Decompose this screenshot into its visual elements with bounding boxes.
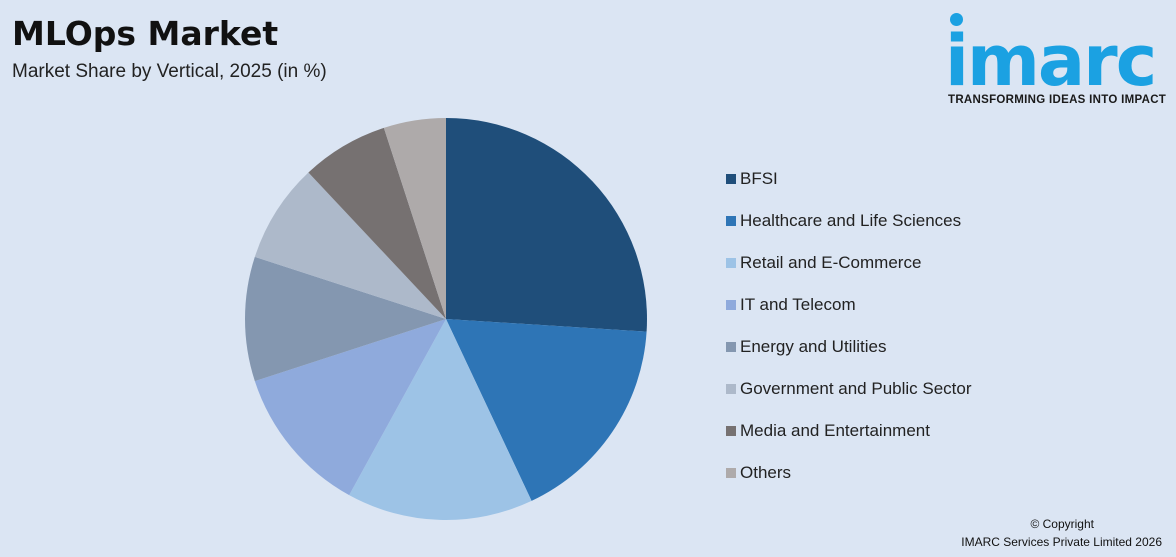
legend-label: Retail and E-Commerce — [740, 253, 922, 272]
chart-legend: BFSI Healthcare and Life Sciences Retail a… — [726, 158, 972, 494]
legend-item: Healthcare and Life Sciences — [726, 200, 972, 242]
legend-swatch — [726, 300, 736, 310]
pie-slice-healthcare-and-life-sciences — [446, 319, 647, 501]
legend-swatch — [726, 216, 736, 226]
chart-subtitle: Market Share by Vertical, 2025 (in %) — [12, 61, 327, 82]
legend-swatch — [726, 342, 736, 352]
legend-item: Retail and E-Commerce — [726, 242, 972, 284]
legend-swatch — [726, 384, 736, 394]
pie-slice-bfsi — [446, 118, 647, 332]
pie-slice-media-and-entertainment — [308, 127, 446, 319]
pie-slice-energy-and-utilities — [245, 256, 446, 382]
legend-swatch — [726, 426, 736, 436]
legend-label: Government and Public Sector — [740, 379, 972, 398]
legend-item: Media and Entertainment — [726, 410, 972, 452]
copyright-line2: IMARC Services Private Limited 2026 — [961, 535, 1162, 549]
logo-tagline: TRANSFORMING IDEAS INTO IMPACT — [948, 94, 1167, 106]
legend-label: Others — [740, 463, 792, 482]
pie-slice-government-and-public-sector — [254, 172, 446, 319]
logo-dot-icon — [950, 13, 963, 26]
legend-swatch — [726, 468, 736, 478]
legend-item: IT and Telecom — [726, 284, 972, 326]
copyright-line1: © Copyright — [1030, 517, 1094, 531]
legend-item: BFSI — [726, 158, 972, 200]
legend-swatch — [726, 174, 736, 184]
legend-label: Healthcare and Life Sciences — [740, 211, 962, 230]
legend-item: Others — [726, 452, 972, 494]
legend-item: Government and Public Sector — [726, 368, 972, 410]
legend-item: Energy and Utilities — [726, 326, 972, 368]
pie-slice-it-and-telecom — [254, 319, 446, 496]
pie-chart — [245, 118, 647, 520]
legend-swatch — [726, 258, 736, 268]
pie-slice-others — [383, 118, 446, 319]
imarc-logo: imarc TRANSFORMING IDEAS INTO IMPACT — [945, 10, 1170, 110]
logo-wordmark: imarc — [945, 20, 1157, 102]
pie-slice-retail-and-e-commerce — [349, 319, 532, 520]
legend-label: Energy and Utilities — [740, 337, 887, 356]
chart-title: MLOps Market — [12, 14, 279, 53]
legend-label: Media and Entertainment — [740, 421, 930, 440]
legend-label: IT and Telecom — [740, 295, 856, 314]
legend-label: BFSI — [740, 169, 778, 188]
